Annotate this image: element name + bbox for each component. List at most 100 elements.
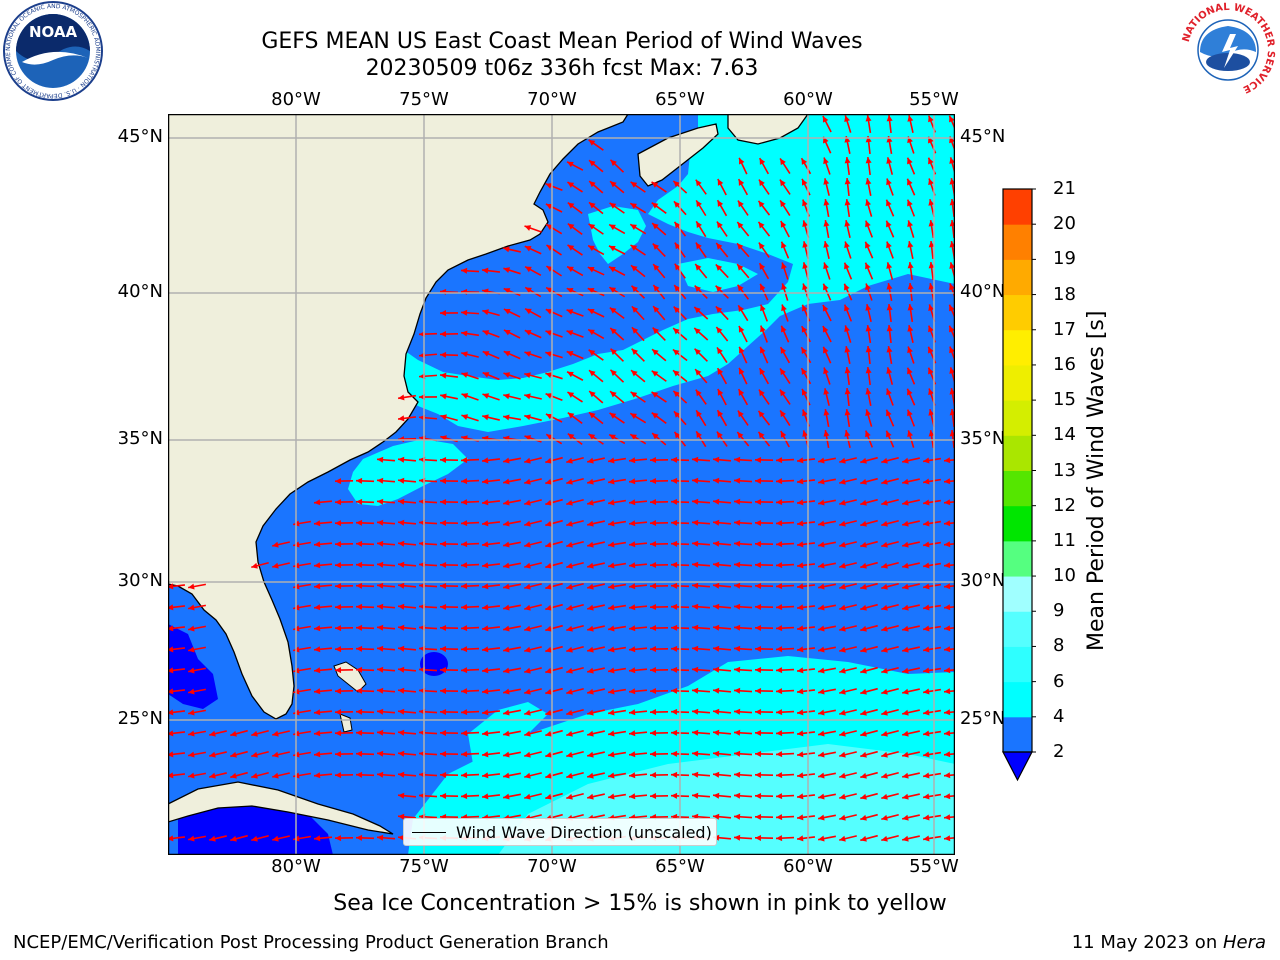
wind-wave-arrow [334,604,354,611]
wave-period-region-northwest [588,206,646,264]
wind-wave-arrow [796,646,816,653]
wind-wave-arrow [545,308,563,318]
wind-wave-arrow [168,751,186,758]
wind-wave-arrow [943,730,955,737]
wind-wave-arrow [460,330,480,337]
wind-wave-arrow [949,429,955,449]
colorbar-tick-label: 13 [1053,459,1076,481]
wind-wave-arrow [733,708,753,715]
wind-wave-arrow [628,604,648,611]
wind-wave-arrow [607,709,627,716]
wind-wave-arrow [922,478,942,485]
wind-wave-arrow [587,730,605,737]
wind-wave-arrow [524,730,542,737]
wind-wave-arrow [628,625,648,632]
wind-wave-arrow [949,408,955,428]
wind-wave-arrow [460,309,480,316]
wind-wave-arrow [481,625,501,632]
wind-wave-arrow [865,283,873,301]
wind-wave-arrow [439,540,459,547]
wind-wave-arrow [738,367,748,385]
land-north-america [168,114,629,720]
wind-wave-arrow [608,433,626,445]
wind-wave-arrow [481,772,501,779]
graticule [168,114,955,855]
wind-wave-arrow [886,303,893,323]
colorbar-tick-label: 14 [1053,424,1076,446]
wind-wave-arrow [902,688,920,695]
wind-wave-arrow [481,688,501,695]
wind-wave-arrow [902,520,920,527]
wind-wave-arrow [460,646,480,653]
wind-wave-arrow [780,241,790,259]
title-line-1: GEFS MEAN US East Coast Mean Period of W… [261,29,863,54]
wind-wave-arrow [886,324,893,344]
wind-wave-arrow [376,561,396,568]
wind-wave-arrow [376,603,396,610]
wind-wave-arrow [587,772,605,779]
wind-wave-arrow [545,771,563,779]
wind-wave-arrow [524,393,542,400]
wind-wave-arrow [860,540,878,548]
wind-wave-arrow [608,245,626,255]
wind-wave-arrow [754,645,774,652]
wind-wave-arrow [545,687,563,695]
wind-wave-arrow [545,330,563,338]
wind-wave-arrow [313,772,333,779]
wind-wave-arrow [691,624,711,631]
wind-wave-arrow [376,498,396,505]
wind-wave-arrow [355,750,375,757]
wind-wave-arrow [628,730,648,737]
wind-wave-arrow [712,519,732,526]
wind-wave-arrow [736,431,750,447]
wind-wave-arrow [481,730,501,737]
wind-wave-arrow [760,325,768,343]
wind-wave-arrow [376,687,396,694]
wind-wave-arrow [775,604,795,611]
wind-wave-arrow [439,708,459,715]
wind-wave-arrow [649,499,669,506]
wind-wave-arrow [631,326,645,342]
wind-wave-arrow [860,834,878,842]
wind-wave-arrow [712,498,732,505]
wind-wave-arrow [631,305,645,321]
wind-wave-arrow [439,582,459,589]
wind-wave-arrow [460,688,480,695]
wind-wave-arrow [907,282,914,302]
wind-wave-arrow [628,457,648,464]
wind-wave-arrow [716,199,728,217]
wind-wave-arrow [649,541,669,548]
wind-wave-arrow [460,793,480,800]
wind-wave-arrow [313,646,333,653]
wind-wave-arrow [397,394,417,401]
sea-ice-note: Sea Ice Concentration > 15% is shown in … [333,891,947,916]
wind-wave-arrow [461,372,479,380]
wind-wave-arrow [334,625,354,632]
wind-wave-arrow [230,834,248,842]
wind-wave-arrow [922,520,942,527]
wind-wave-arrow [460,583,480,590]
wind-wave-arrow [460,499,480,506]
lon-label-bottom-60w: 60°W [783,856,833,877]
wind-wave-arrow [839,457,857,464]
wind-wave-arrow [885,409,895,427]
wind-wave-arrow [188,646,206,653]
wind-wave-arrow [775,667,795,674]
wind-wave-arrow [251,729,269,737]
wind-wave-arrow [649,562,669,569]
wind-wave-arrow [209,772,227,779]
wind-wave-arrow [922,772,942,779]
colorbar-segment [1003,505,1032,542]
wind-wave-arrow [607,730,627,737]
wind-wave-arrow [439,666,459,673]
wind-wave-arrow [754,666,774,673]
wind-wave-arrow [716,367,728,385]
wind-wave-arrow [334,709,354,716]
wind-wave-arrow [839,583,857,590]
wind-wave-arrow [733,456,753,463]
wind-wave-arrow [943,562,955,569]
wind-wave-arrow [775,625,795,632]
wind-wave-arrow [775,835,795,842]
wind-wave-arrow [781,283,789,301]
wind-wave-arrow [822,346,832,364]
